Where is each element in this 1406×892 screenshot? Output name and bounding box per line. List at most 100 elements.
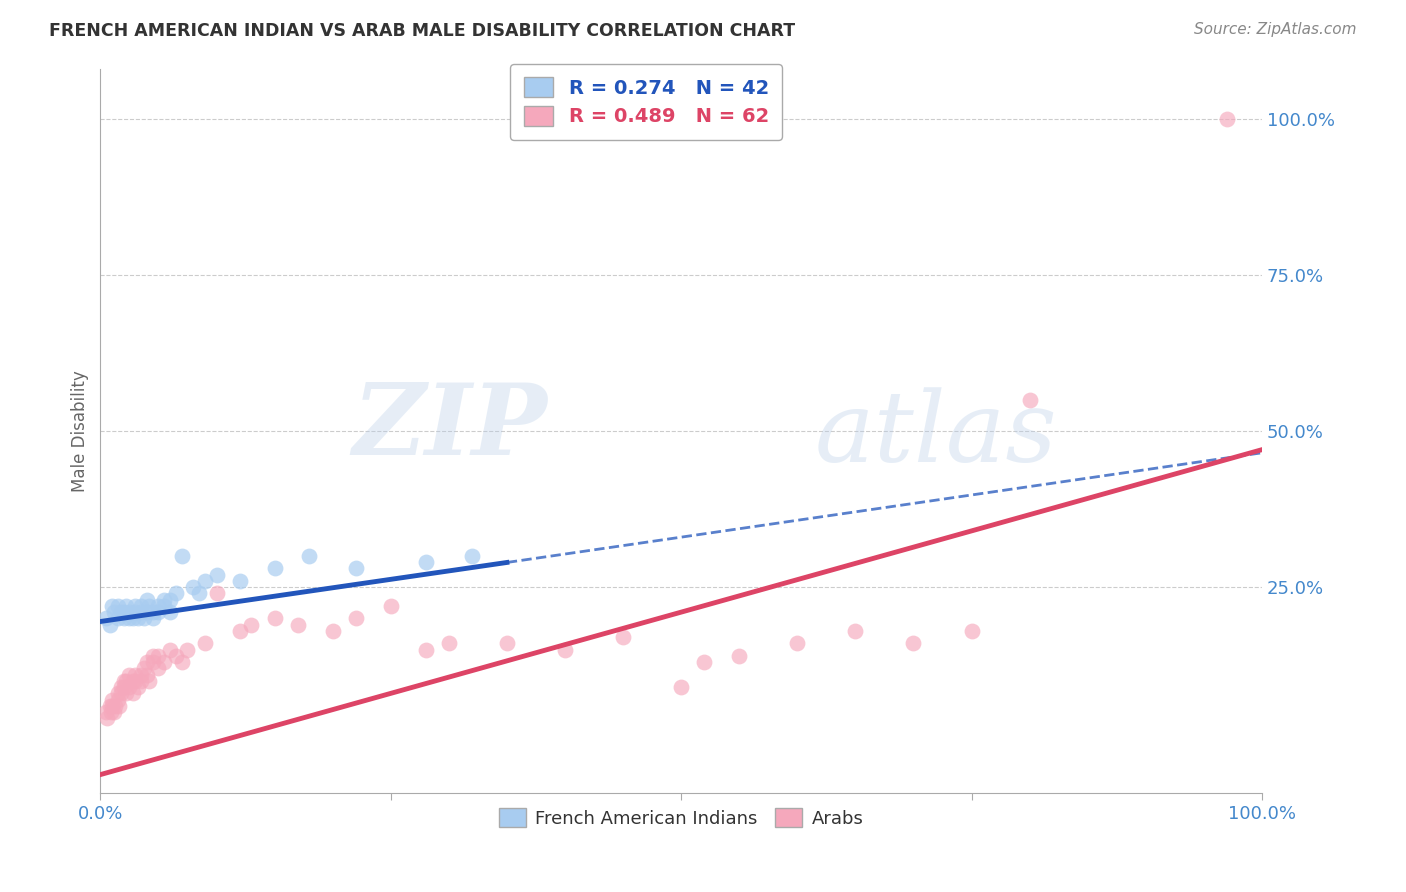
Point [112, 673, 135, 688]
Text: ZIP: ZIP [353, 379, 547, 475]
Point [669, 680, 692, 694]
Point [693, 655, 716, 669]
Point [153, 655, 176, 669]
Point [142, 648, 165, 663]
Point [129, 673, 152, 688]
Point [129, 599, 152, 613]
Point [148, 661, 170, 675]
Point [496, 636, 519, 650]
Point [135, 605, 157, 619]
Point [112, 605, 135, 619]
Y-axis label: Male Disability: Male Disability [72, 370, 89, 491]
Point [122, 673, 145, 688]
Point [101, 599, 124, 613]
Point [101, 692, 124, 706]
Point [124, 673, 146, 688]
Point [415, 555, 437, 569]
Point [115, 686, 138, 700]
Point [148, 648, 170, 663]
Point [263, 611, 285, 625]
Text: Source: ZipAtlas.com: Source: ZipAtlas.com [1194, 22, 1357, 37]
Point [122, 686, 145, 700]
Point [322, 624, 344, 638]
Point [138, 673, 160, 688]
Point [108, 698, 131, 713]
Point [612, 630, 634, 644]
Point [135, 655, 157, 669]
Point [554, 642, 576, 657]
Point [170, 549, 193, 563]
Point [176, 642, 198, 657]
Point [107, 692, 129, 706]
Point [205, 586, 228, 600]
Point [844, 624, 866, 638]
Point [344, 611, 367, 625]
Text: atlas: atlas [814, 387, 1057, 483]
Point [165, 586, 187, 600]
Point [142, 605, 165, 619]
Point [100, 705, 122, 719]
Point [159, 642, 181, 657]
Point [101, 698, 124, 713]
Point [98, 617, 121, 632]
Point [110, 605, 132, 619]
Point [107, 599, 129, 613]
Point [142, 655, 165, 669]
Legend: French American Indians, Arabs: French American Indians, Arabs [492, 801, 870, 835]
Point [107, 611, 129, 625]
Point [142, 611, 165, 625]
Point [437, 636, 460, 650]
Point [380, 599, 402, 613]
Point [112, 680, 135, 694]
Point [135, 592, 157, 607]
Point [127, 611, 149, 625]
Point [415, 642, 437, 657]
Point [287, 617, 309, 632]
Point [118, 680, 141, 694]
Point [96, 711, 118, 725]
Point [129, 667, 152, 681]
Point [138, 599, 160, 613]
Point [159, 592, 181, 607]
Point [134, 611, 156, 625]
Point [129, 605, 152, 619]
Point [124, 599, 146, 613]
Point [960, 624, 983, 638]
Point [1018, 392, 1040, 407]
Point [153, 592, 176, 607]
Point [181, 580, 204, 594]
Point [96, 611, 118, 625]
Point [229, 624, 252, 638]
Point [107, 686, 129, 700]
Point [903, 636, 925, 650]
Point [728, 648, 751, 663]
Point [103, 705, 125, 719]
Point [153, 599, 176, 613]
Point [240, 617, 263, 632]
Point [124, 605, 146, 619]
Point [96, 705, 118, 719]
Point [188, 586, 211, 600]
Point [118, 667, 141, 681]
Point [98, 698, 121, 713]
Point [124, 667, 146, 681]
Point [118, 605, 141, 619]
Point [298, 549, 321, 563]
Point [115, 599, 138, 613]
Point [148, 599, 170, 613]
Point [194, 636, 217, 650]
Point [344, 561, 367, 575]
Point [159, 605, 181, 619]
Point [461, 549, 484, 563]
Text: FRENCH AMERICAN INDIAN VS ARAB MALE DISABILITY CORRELATION CHART: FRENCH AMERICAN INDIAN VS ARAB MALE DISA… [49, 22, 796, 40]
Point [148, 605, 170, 619]
Point [1216, 112, 1239, 126]
Point [165, 648, 187, 663]
Point [135, 667, 157, 681]
Point [170, 655, 193, 669]
Point [112, 611, 135, 625]
Point [110, 686, 132, 700]
Point [134, 661, 156, 675]
Point [127, 680, 149, 694]
Point [115, 673, 138, 688]
